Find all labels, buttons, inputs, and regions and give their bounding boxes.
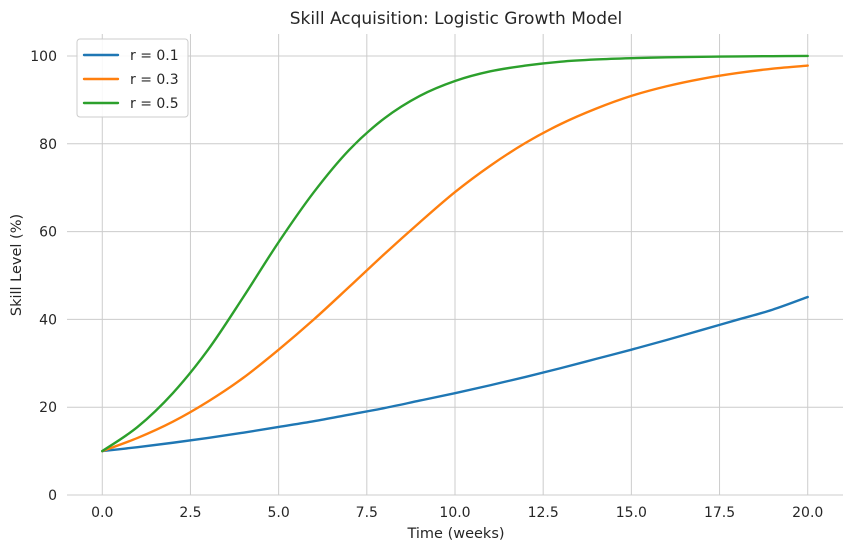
x-tick-label: 7.5 (356, 505, 378, 521)
chart-title: Skill Acquisition: Logistic Growth Model (290, 9, 623, 29)
y-axis-label: Skill Level (%) (9, 214, 25, 316)
x-tick-label: 10.0 (439, 505, 470, 521)
x-tick-label: 12.5 (528, 505, 559, 521)
y-tick-label: 20 (39, 400, 57, 416)
y-tick-label: 0 (48, 488, 57, 504)
legend-box (76, 38, 189, 118)
x-gridlines (101, 34, 809, 495)
y-tick-label: 100 (30, 49, 57, 65)
x-tick-label: 5.0 (268, 505, 290, 521)
y-tick-labels: 0 20 40 60 80 100 (30, 49, 57, 504)
x-axis-label: Time (weeks) (406, 526, 504, 542)
legend-label-3: r = 0.5 (130, 96, 179, 112)
x-tick-label: 17.5 (704, 505, 735, 521)
y-tick-label: 60 (39, 225, 57, 241)
legend: r = 0.1 r = 0.3 r = 0.5 (76, 38, 189, 118)
y-tick-label: 80 (39, 137, 57, 153)
legend-label-2: r = 0.3 (130, 72, 179, 88)
x-tick-label: 0.0 (91, 505, 113, 521)
series-line-2 (101, 64, 809, 453)
x-tick-label: 2.5 (179, 505, 201, 521)
series-line-1 (101, 295, 809, 453)
series-lines (101, 54, 809, 453)
plot-area (67, 34, 843, 496)
legend-label-1: r = 0.1 (130, 48, 179, 64)
x-tick-label: 20.0 (792, 505, 823, 521)
series-line-3 (101, 54, 809, 453)
x-tick-labels: 0.0 2.5 5.0 7.5 10.0 12.5 15.0 17.5 20.0 (91, 505, 823, 521)
x-tick-label: 15.0 (616, 505, 647, 521)
legend-items: r = 0.1 r = 0.3 r = 0.5 (82, 48, 179, 112)
y-tick-label: 40 (39, 312, 57, 328)
